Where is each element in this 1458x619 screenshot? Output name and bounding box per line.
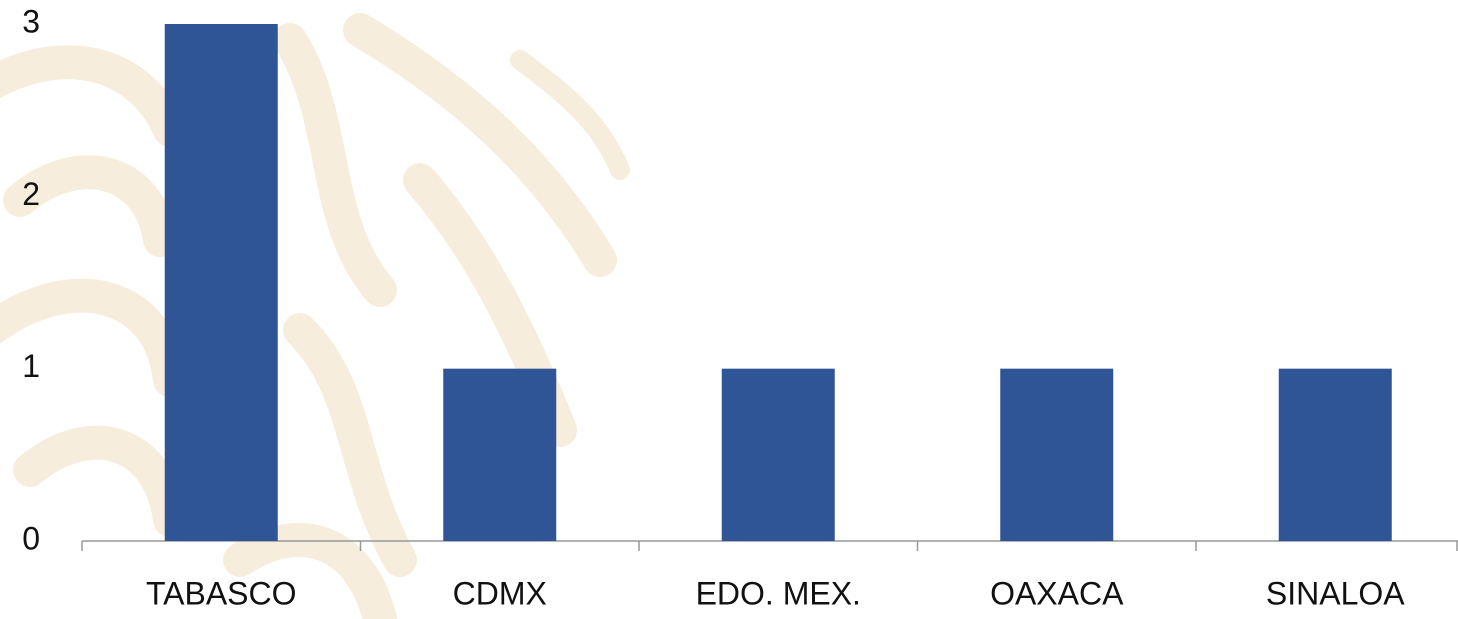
y-tick-label: 3 xyxy=(22,3,40,39)
y-tick-label: 1 xyxy=(22,348,40,384)
bar xyxy=(1000,368,1114,541)
bar xyxy=(164,24,278,541)
bar xyxy=(1278,368,1392,541)
x-tick-label: SINALOA xyxy=(1266,575,1405,611)
y-tick-label: 2 xyxy=(22,176,40,212)
x-tick-label: OAXACA xyxy=(990,575,1124,611)
bar xyxy=(721,368,835,541)
y-tick-label: 0 xyxy=(22,520,40,556)
x-tick-label: EDO. MEX. xyxy=(696,575,861,611)
bar xyxy=(443,368,557,541)
x-tick-label: TABASCO xyxy=(146,575,297,611)
background-pattern xyxy=(0,13,630,619)
x-tick-label: CDMX xyxy=(453,575,547,611)
